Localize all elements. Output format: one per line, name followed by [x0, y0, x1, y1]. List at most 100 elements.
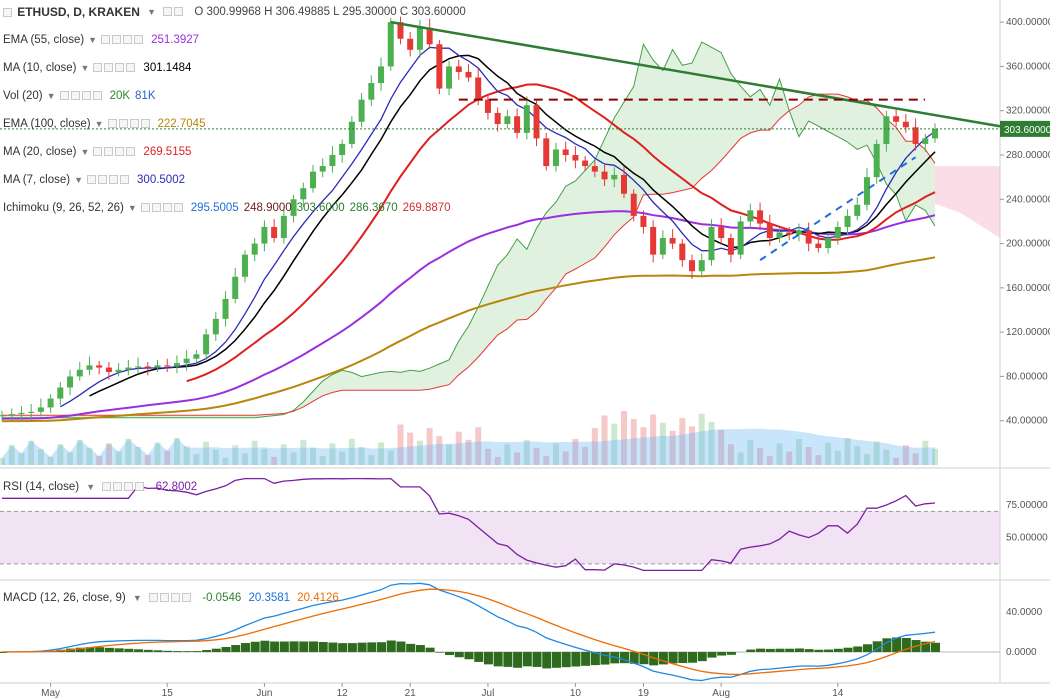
indicator-dropdown-icon[interactable]: ▼ — [127, 203, 137, 213]
macd-histogram-bar — [445, 652, 455, 656]
indicator-buttons[interactable] — [59, 89, 104, 103]
indicator-buttons[interactable] — [87, 173, 131, 187]
price-tick-label: 400.00000 — [1006, 17, 1050, 28]
volume-bar — [280, 444, 287, 465]
time-tick-label: Aug — [712, 688, 730, 699]
macd-histogram-bar — [172, 651, 182, 652]
candle-body — [776, 232, 783, 239]
time-tick-label: 14 — [832, 688, 844, 699]
volume-bar — [212, 449, 219, 465]
candle-body — [932, 128, 938, 139]
volume-bar — [591, 428, 598, 465]
indicator-dropdown-icon[interactable]: ▼ — [94, 119, 104, 129]
candle-body — [183, 358, 190, 364]
indicator-dropdown-icon[interactable]: ▼ — [80, 147, 90, 157]
macd-histogram-bar — [318, 641, 328, 652]
candle-body — [67, 376, 74, 388]
volume-bar — [689, 426, 696, 465]
rsi-band — [0, 511, 1000, 564]
macd-histogram-bar — [328, 642, 338, 652]
macd-histogram-bar — [794, 648, 804, 652]
indicator-legend: Vol (20) ▼ 20K 81K — [0, 89, 161, 103]
volume-bar — [883, 449, 890, 465]
volume-bar — [115, 451, 122, 465]
candle-body — [854, 204, 861, 216]
candle-body — [173, 363, 180, 367]
indicator-buttons[interactable] — [107, 117, 152, 131]
indicator-dropdown-icon[interactable]: ▼ — [46, 91, 56, 101]
indicator-label: MA (20, close) — [3, 146, 77, 158]
collapse-icon[interactable] — [3, 7, 12, 17]
volume-bar — [135, 447, 142, 465]
macd-histogram-bar — [824, 649, 834, 652]
candle-body — [329, 155, 336, 167]
volume-bar — [863, 454, 870, 465]
volume-bar — [630, 419, 637, 465]
indicator-buttons[interactable] — [101, 33, 145, 47]
candle-body — [611, 174, 618, 180]
macd-dropdown-icon[interactable]: ▼ — [132, 593, 142, 603]
macd-histogram-bar — [124, 648, 134, 652]
indicator-dropdown-icon[interactable]: ▼ — [80, 63, 90, 73]
close-icon — [109, 175, 119, 185]
time-tick-label: 15 — [162, 688, 174, 699]
close-icon — [115, 147, 125, 157]
macd-histogram-bar — [814, 649, 824, 652]
volume-bar — [679, 418, 686, 465]
volume-bar — [766, 456, 773, 465]
macd-histogram-bar — [386, 640, 396, 652]
macd-histogram-bar — [95, 647, 105, 652]
volume-bar — [815, 455, 822, 465]
rsi-buttons[interactable] — [102, 480, 146, 494]
volume-bar — [922, 440, 929, 465]
settings-icon — [98, 175, 108, 185]
price-tick-label: 160.00000 — [1006, 283, 1050, 294]
volume-bar — [183, 446, 190, 465]
volume-bar — [348, 438, 355, 465]
volume-bar — [514, 452, 521, 465]
macd-histogram-bar — [765, 648, 775, 652]
macd-histogram-bar — [163, 650, 173, 652]
trendline-down — [390, 20, 1001, 128]
more-icon — [120, 175, 130, 185]
volume-bar — [416, 440, 423, 465]
candle-body — [689, 260, 696, 272]
macd-histogram-bar — [688, 652, 698, 663]
volume-bar — [601, 415, 608, 465]
macd-histogram-bar — [697, 652, 707, 662]
candle-body — [368, 83, 375, 100]
candle-body — [348, 121, 355, 144]
rsi-dropdown-icon[interactable]: ▼ — [86, 482, 96, 492]
volume-bar — [854, 446, 861, 465]
series-buttons[interactable] — [163, 5, 185, 19]
volume-bar — [378, 442, 385, 465]
volume-bar — [932, 448, 938, 465]
price-tick-label: 320.00000 — [1006, 106, 1050, 117]
indicator-buttons[interactable] — [93, 145, 137, 159]
volume-bar — [552, 443, 559, 465]
macd-histogram-bar — [892, 637, 902, 652]
more-icon — [140, 119, 150, 129]
visibility-icon — [163, 7, 173, 17]
macd-histogram-bar — [600, 652, 610, 665]
indicator-label: MA (10, close) — [3, 62, 77, 74]
macd-histogram-bar — [299, 641, 309, 652]
volume-bar — [251, 440, 258, 465]
time-tick-label: 12 — [337, 688, 349, 699]
indicator-buttons[interactable] — [93, 61, 137, 75]
macd-histogram-bar — [882, 638, 892, 652]
indicator-buttons[interactable] — [140, 201, 185, 215]
macd-histogram-bar — [707, 652, 717, 658]
candle-body — [523, 105, 530, 133]
candle-body — [552, 149, 559, 167]
macd-legend: MACD (12, 26, close, 9) ▼ -0.0546 20.358… — [0, 591, 339, 605]
indicator-dropdown-icon[interactable]: ▼ — [88, 35, 98, 45]
volume-bar — [57, 444, 64, 465]
close-icon — [115, 63, 125, 73]
macd-buttons[interactable] — [149, 591, 193, 605]
indicator-dropdown-icon[interactable]: ▼ — [74, 175, 84, 185]
dropdown-chevron-icon[interactable]: ▼ — [147, 7, 156, 17]
candle-body — [572, 155, 579, 161]
macd-histogram-bar — [785, 648, 795, 652]
